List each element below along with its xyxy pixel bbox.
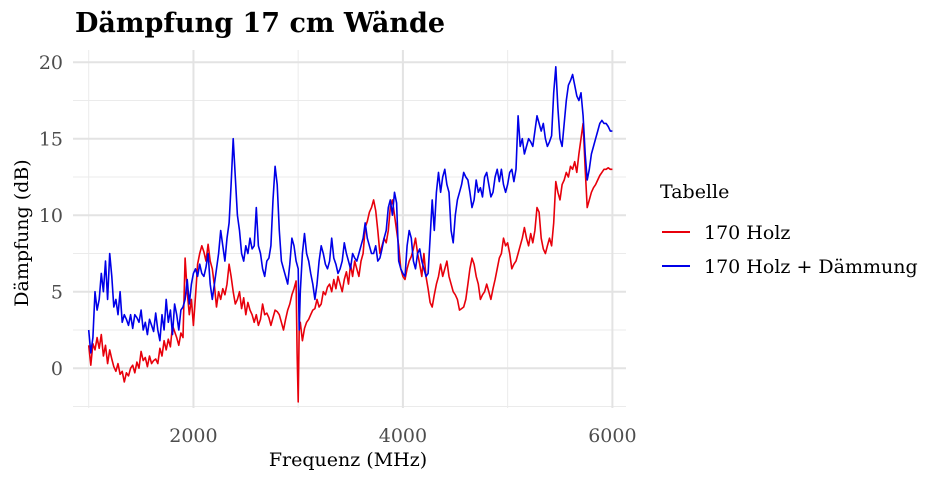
y-tick-label: 15 (39, 129, 63, 151)
chart-title: Dämpfung 17 cm Wände (75, 8, 445, 39)
x-axis-ticks: 2000 4000 6000 (169, 425, 636, 447)
series-lines (87, 66, 613, 403)
legend-title: Tabelle (660, 181, 729, 203)
series-line-1 (87, 122, 613, 403)
series-line-2 (87, 66, 613, 354)
legend-items: 170 Holz 170 Holz + Dämmung (662, 222, 918, 278)
y-axis-ticks: 0 5 10 15 20 (39, 52, 63, 380)
x-tick-label: 2000 (169, 425, 217, 447)
y-axis-title: Dämpfung (dB) (11, 159, 33, 306)
y-tick-label: 0 (51, 358, 63, 380)
y-tick-label: 20 (39, 52, 63, 74)
legend-label: 170 Holz + Dämmung (704, 256, 918, 278)
y-tick-label: 5 (51, 282, 63, 304)
x-tick-label: 6000 (588, 425, 636, 447)
x-tick-label: 4000 (379, 425, 427, 447)
y-tick-label: 10 (39, 205, 63, 227)
plot-grid (73, 50, 626, 408)
legend: Tabelle 170 Holz 170 Holz + Dämmung (660, 181, 918, 278)
x-axis-title: Frequenz (MHz) (269, 449, 427, 471)
legend-label: 170 Holz (704, 222, 790, 244)
